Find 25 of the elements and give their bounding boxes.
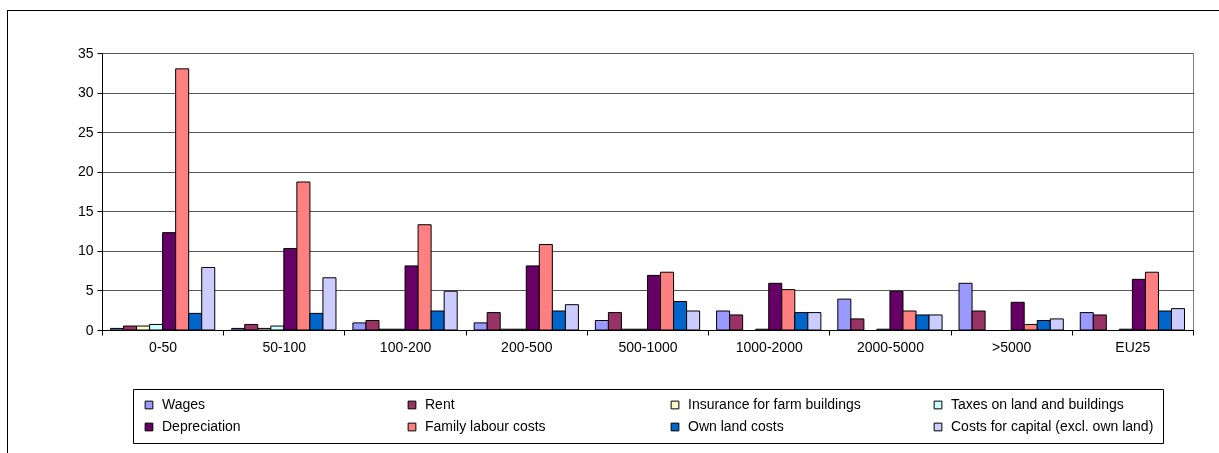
y-tick-label: 5: [85, 281, 94, 298]
legend-label: Depreciation: [162, 418, 241, 434]
x-tick-label: 500-1000: [618, 338, 678, 355]
legend-label: Rent: [425, 396, 455, 412]
x-tick-label: >5000: [992, 338, 1032, 355]
x-tick-label: 200-500: [501, 338, 553, 355]
y-tick-label: 0: [85, 321, 94, 338]
x-tick-label: 0-50: [149, 338, 178, 355]
legend-label: Own land costs: [688, 418, 784, 434]
legend-label: Family labour costs: [425, 418, 546, 434]
y-tick-label: 15: [77, 202, 94, 219]
x-tick-label: 1000-2000: [735, 338, 803, 355]
y-tick-label: 10: [77, 242, 94, 259]
legend-label: Taxes on land and buildings: [951, 396, 1124, 412]
x-tick-label: 100-200: [379, 338, 432, 355]
legend-label: Insurance for farm buildings: [688, 396, 861, 412]
y-tick-label: 20: [77, 163, 94, 180]
y-tick-label: 30: [77, 84, 94, 101]
x-tick-label: 50-100: [262, 338, 307, 355]
y-tick-label: 25: [77, 123, 94, 140]
legend-label: Costs for capital (excl. own land): [951, 418, 1154, 434]
y-tick-label: 35: [77, 44, 94, 61]
x-tick-label: 2000-5000: [856, 338, 925, 355]
x-tick-label: EU25: [1115, 338, 1151, 355]
legend-label: Wages: [162, 396, 206, 412]
